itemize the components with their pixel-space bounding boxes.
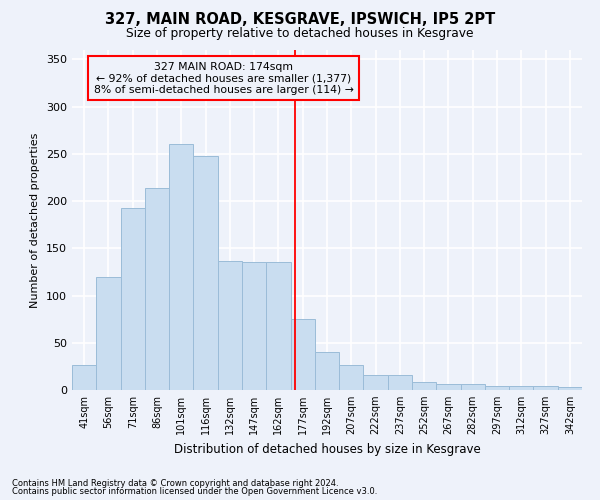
Text: Contains HM Land Registry data © Crown copyright and database right 2024.: Contains HM Land Registry data © Crown c…: [12, 478, 338, 488]
Bar: [72, 364, 96, 390]
Bar: [315, 352, 339, 390]
Y-axis label: Number of detached properties: Number of detached properties: [31, 132, 40, 308]
Text: 327, MAIN ROAD, KESGRAVE, IPSWICH, IP5 2PT: 327, MAIN ROAD, KESGRAVE, IPSWICH, IP5 2…: [105, 12, 495, 28]
Bar: [339, 364, 364, 390]
Bar: [266, 262, 290, 390]
Bar: [509, 386, 533, 390]
Text: Contains public sector information licensed under the Open Government Licence v3: Contains public sector information licen…: [12, 487, 377, 496]
Bar: [364, 375, 388, 390]
Bar: [169, 144, 193, 390]
Bar: [436, 384, 461, 390]
Bar: [388, 375, 412, 390]
Bar: [145, 188, 169, 390]
Bar: [412, 382, 436, 390]
Bar: [242, 262, 266, 390]
Text: 327 MAIN ROAD: 174sqm
← 92% of detached houses are smaller (1,377)
8% of semi-de: 327 MAIN ROAD: 174sqm ← 92% of detached …: [94, 62, 354, 95]
Bar: [558, 387, 582, 390]
Bar: [533, 386, 558, 390]
Bar: [121, 208, 145, 390]
Bar: [461, 384, 485, 390]
Bar: [96, 276, 121, 390]
Bar: [218, 260, 242, 390]
Bar: [290, 319, 315, 390]
Bar: [485, 386, 509, 390]
Bar: [193, 156, 218, 390]
Text: Size of property relative to detached houses in Kesgrave: Size of property relative to detached ho…: [126, 28, 474, 40]
X-axis label: Distribution of detached houses by size in Kesgrave: Distribution of detached houses by size …: [173, 442, 481, 456]
